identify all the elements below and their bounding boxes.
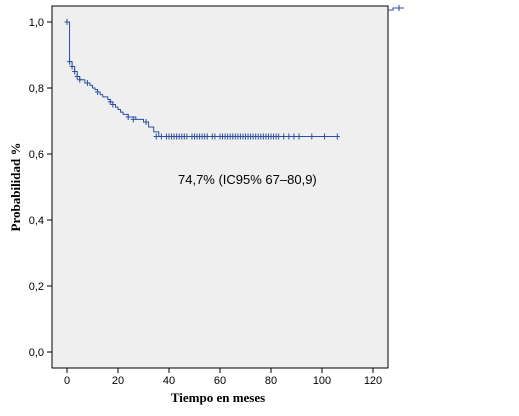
censor-mark	[69, 63, 75, 70]
x-axis-title: Tiempo en meses	[171, 390, 265, 405]
x-tick-label: 100	[313, 375, 331, 387]
y-tick-label: 1,0	[29, 17, 44, 29]
censor-mark	[204, 133, 210, 140]
censor-marks	[64, 19, 340, 140]
censor-mark	[107, 98, 113, 105]
y-axis: 0,0 0,2 0,4 0,6 0,8 1,0	[29, 17, 52, 359]
censor-mark	[64, 19, 70, 25]
censor-mark	[130, 116, 136, 123]
censor-mark	[322, 133, 328, 140]
censor-mark	[212, 133, 218, 140]
censor-mark	[95, 88, 101, 95]
censor-mark	[158, 133, 164, 140]
censor-mark	[281, 133, 287, 140]
censor-mark	[143, 118, 149, 125]
x-axis: 0 20 40 60 80 100 120	[64, 368, 382, 387]
censor-mark	[296, 133, 302, 140]
censor-mark	[286, 133, 292, 140]
censor-mark	[309, 133, 315, 140]
x-tick-label: 60	[214, 375, 226, 387]
annotation: 74,7% (IC95% 67–80,9)	[178, 172, 317, 187]
x-tick-label: 120	[364, 375, 382, 387]
censor-mark	[125, 114, 131, 121]
x-tick-label: 20	[112, 375, 124, 387]
outlier-step	[388, 7, 404, 11]
y-tick-label: 0,8	[29, 83, 44, 95]
outlier-censor-mark	[397, 5, 401, 11]
x-tick-label: 0	[64, 375, 70, 387]
y-tick-label: 0,4	[29, 215, 44, 227]
y-tick-label: 0,6	[29, 149, 44, 161]
plot-area	[51, 5, 389, 369]
y-tick-label: 0,0	[29, 347, 44, 359]
x-tick-label: 80	[265, 375, 277, 387]
y-axis-title: Probabilidad %	[8, 143, 23, 232]
censor-mark	[77, 76, 83, 83]
y-tick-label: 0,2	[29, 281, 44, 293]
censor-mark	[67, 58, 73, 65]
censor-mark	[72, 68, 78, 75]
censor-mark	[110, 101, 116, 108]
censor-mark	[84, 80, 90, 87]
x-tick-label: 40	[163, 375, 175, 387]
censor-mark	[74, 73, 80, 80]
censor-mark	[153, 133, 159, 140]
censor-mark	[276, 133, 282, 140]
censor-mark	[184, 133, 190, 140]
censor-mark	[334, 133, 340, 140]
censor-mark	[291, 133, 297, 140]
